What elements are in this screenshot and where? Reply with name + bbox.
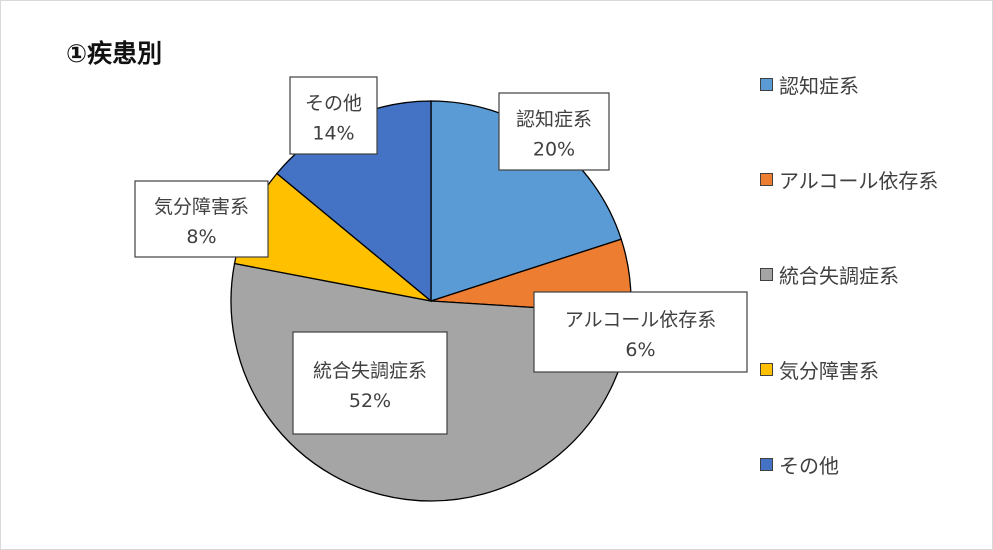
- legend-label-4: その他: [779, 453, 839, 478]
- callout-box-2: [292, 331, 448, 435]
- callout-category-0: 認知症系: [516, 109, 592, 131]
- callout-4: その他 14%: [289, 76, 378, 155]
- legend-label-1: アルコール依存系: [779, 168, 939, 193]
- legend-swatch-1: [760, 172, 773, 186]
- callout-0: 認知症系 20%: [498, 92, 610, 171]
- callout-category-4: その他: [305, 93, 362, 115]
- callout-box-1: [533, 291, 748, 373]
- legend-swatch-4: [760, 457, 773, 471]
- legend: 認知症系 アルコール依存系 統合失調症系 気分障害系 その他: [760, 62, 938, 537]
- legend-swatch-3: [760, 362, 773, 376]
- legend-swatch-2: [760, 267, 773, 281]
- callout-value-4: 14%: [312, 123, 354, 145]
- chart-title: ①疾患別: [66, 39, 163, 68]
- legend-label-3: 気分障害系: [779, 358, 879, 383]
- legend-item-2: 統合失調症系: [760, 252, 938, 296]
- legend-swatch-0: [760, 77, 773, 91]
- legend-item-1: アルコール依存系: [760, 157, 938, 201]
- callout-box-0: [498, 92, 610, 171]
- callout-value-3: 8%: [186, 226, 216, 248]
- legend-label-2: 統合失調症系: [779, 263, 899, 288]
- callout-category-3: 気分障害系: [154, 196, 249, 218]
- callout-category-1: アルコール依存系: [565, 309, 716, 331]
- callout-3: 気分障害系 8%: [134, 180, 269, 258]
- legend-item-0: 認知症系: [760, 62, 938, 106]
- callout-category-2: 統合失調症系: [313, 360, 427, 382]
- callout-box-3: [134, 180, 269, 258]
- callout-value-0: 20%: [533, 139, 575, 161]
- legend-item-4: その他: [760, 442, 938, 486]
- callout-box-4: [289, 76, 378, 155]
- callout-2: 統合失調症系 52%: [292, 331, 448, 435]
- legend-item-3: 気分障害系: [760, 347, 938, 391]
- legend-label-0: 認知症系: [779, 73, 859, 98]
- callout-value-2: 52%: [349, 390, 391, 412]
- callout-1: アルコール依存系 6%: [533, 291, 748, 373]
- callout-value-1: 6%: [625, 339, 655, 361]
